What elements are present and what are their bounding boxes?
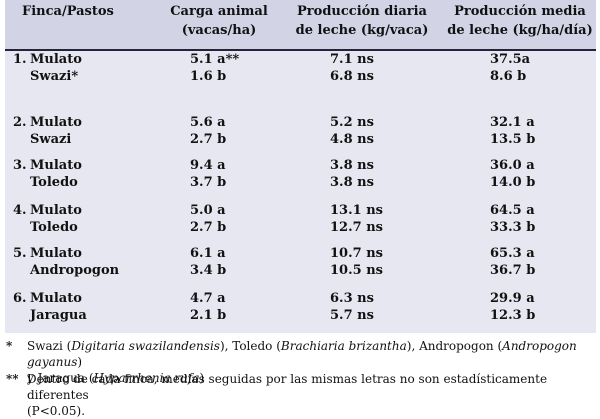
produccion-diaria-value: 12.7 ns xyxy=(330,220,383,235)
carga-animal-value: 2.7 b xyxy=(190,220,227,235)
pasto-name: Swazi* xyxy=(30,69,79,84)
header-carga-animal: Carga animal (vacas/ha) xyxy=(170,4,268,38)
produccion-diaria-value: 10.7 ns xyxy=(330,246,383,261)
row-number: 3. xyxy=(13,158,27,173)
header-finca-pastos: Finca/Pastos xyxy=(22,4,114,19)
carga-animal-value: 2.7 b xyxy=(190,132,227,147)
table-header: Finca/Pastos Carga animal (vacas/ha) Pro… xyxy=(5,0,596,51)
pasto-name: Andropogon xyxy=(30,263,120,278)
footnote-statistics-text: Dentro de cada finca, medias seguidas po… xyxy=(27,372,548,418)
row-number: 4. xyxy=(13,203,27,218)
produccion-media-value: 36.0 a xyxy=(490,158,535,173)
produccion-diaria-value: 7.1 ns xyxy=(330,52,374,67)
footnote-marker: ** xyxy=(6,372,19,386)
carga-animal-value: 3.4 b xyxy=(190,263,227,278)
produccion-diaria-value: 4.8 ns xyxy=(330,132,374,147)
carga-animal-value: 4.7 a xyxy=(190,291,226,306)
carga-animal-value: 3.7 b xyxy=(190,175,227,190)
produccion-diaria-value: 3.8 ns xyxy=(330,158,374,173)
carga-animal-value: 5.6 a xyxy=(190,115,226,130)
produccion-diaria-value: 3.8 ns xyxy=(330,175,374,190)
pasto-name: Mulato xyxy=(30,115,82,130)
produccion-media-value: 8.6 b xyxy=(490,69,527,84)
pasto-name: Jaragua xyxy=(30,308,87,323)
produccion-diaria-value: 5.2 ns xyxy=(330,115,374,130)
produccion-diaria-value: 13.1 ns xyxy=(330,203,383,218)
row-number: 2. xyxy=(13,115,27,130)
header-produccion-diaria: Producción diaria de leche (kg/vaca) xyxy=(295,4,429,38)
produccion-diaria-value: 10.5 ns xyxy=(330,263,383,278)
pasto-name: Swazi xyxy=(30,132,72,147)
pasto-name: Toledo xyxy=(30,175,78,190)
produccion-media-value: 29.9 a xyxy=(490,291,535,306)
pasto-name: Mulato xyxy=(30,158,82,173)
pasto-name: Mulato xyxy=(30,52,82,67)
carga-animal-value: 9.4 a xyxy=(190,158,226,173)
carga-animal-value: 1.6 b xyxy=(190,69,227,84)
produccion-media-value: 32.1 a xyxy=(490,115,535,130)
carga-animal-value: 2.1 b xyxy=(190,308,227,323)
carga-animal-value: 5.0 a xyxy=(190,203,226,218)
carga-animal-value: 6.1 a xyxy=(190,246,226,261)
produccion-media-value: 37.5a xyxy=(490,52,531,67)
produccion-media-value: 64.5 a xyxy=(490,203,535,218)
row-number: 5. xyxy=(13,246,27,261)
results-table: Finca/Pastos Carga animal (vacas/ha) Pro… xyxy=(5,0,596,333)
pasto-name: Toledo xyxy=(30,220,78,235)
pasto-name: Mulato xyxy=(30,291,82,306)
row-number: 6. xyxy=(13,291,27,306)
produccion-diaria-value: 6.3 ns xyxy=(330,291,374,306)
footnote-species-text: Swazi (Digitaria swazilandensis), Toledo… xyxy=(27,339,577,385)
header-produccion-media: Producción media de leche (kg/ha/día) xyxy=(447,4,593,38)
produccion-media-value: 33.3 b xyxy=(490,220,536,235)
produccion-media-value: 36.7 b xyxy=(490,263,536,278)
produccion-diaria-value: 6.8 ns xyxy=(330,69,374,84)
footnote-marker: * xyxy=(6,339,13,353)
produccion-media-value: 65.3 a xyxy=(490,246,535,261)
produccion-media-value: 13.5 b xyxy=(490,132,536,147)
pasto-name: Mulato xyxy=(30,246,82,261)
row-number: 1. xyxy=(13,52,27,67)
pasto-name: Mulato xyxy=(30,203,82,218)
produccion-media-value: 14.0 b xyxy=(490,175,536,190)
carga-animal-value: 5.1 a** xyxy=(190,52,240,67)
produccion-media-value: 12.3 b xyxy=(490,308,536,323)
produccion-diaria-value: 5.7 ns xyxy=(330,308,374,323)
